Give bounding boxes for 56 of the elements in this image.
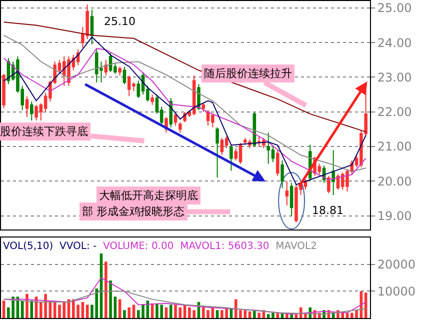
annotation: 部 形成金鸡报晓形态 (82, 205, 184, 218)
candlestick (30, 100, 34, 122)
candlestick (280, 160, 284, 189)
candlestick (230, 144, 233, 172)
y-tick-label: 19.00 (377, 208, 412, 223)
text: MAVOL2 (276, 241, 317, 252)
y-tick-label: 20.00 (377, 174, 412, 188)
candlestick (178, 122, 182, 134)
candlestick (90, 9, 94, 45)
y-tick-label: 24.00 (377, 36, 412, 50)
text: MAVOL1: 5603.30 (180, 241, 270, 252)
annotation: 大幅低开高走探明底 (99, 189, 198, 202)
candlestick (174, 113, 178, 126)
candlestick (150, 94, 154, 106)
line-series (3, 290, 366, 315)
candlestick (276, 149, 280, 176)
y-tick-label: 23.00 (377, 70, 412, 84)
bar (128, 307, 130, 318)
bar (86, 304, 89, 318)
candlestick (202, 102, 206, 112)
annotation: 25.10 (104, 15, 136, 28)
bar (114, 296, 117, 318)
bar (2, 300, 6, 318)
candlestick (216, 126, 219, 178)
y-tick-label: 20000 (377, 257, 416, 272)
bar (169, 304, 172, 318)
candlestick (332, 149, 335, 196)
y-tick-label: 21.00 (377, 140, 412, 154)
bar (26, 294, 28, 318)
bar (104, 262, 108, 318)
candlestick (285, 180, 289, 206)
bar (258, 312, 260, 318)
candlestick (2, 73, 6, 109)
bar (132, 304, 136, 318)
bar (276, 312, 280, 318)
y-tick-label: 10000 (377, 284, 416, 298)
annotation: 随后股价连续拉升 (204, 67, 292, 80)
bar (123, 310, 126, 318)
candlestick (220, 137, 224, 156)
bar (30, 300, 34, 318)
annotation: 股价连续下跌寻底 (0, 125, 88, 138)
annotation: 18.81 (312, 204, 344, 217)
y-tick-label: 22.00 (377, 105, 412, 120)
bar (174, 304, 177, 318)
bar (109, 280, 112, 318)
candlestick (25, 96, 29, 118)
candlestick (290, 182, 294, 216)
candlestick (118, 66, 122, 76)
bar (272, 312, 274, 318)
candlestick (122, 66, 126, 85)
annotation: VVOL: - (60, 241, 98, 252)
annotation: VOL(5,10) (3, 241, 54, 252)
candlestick (104, 59, 108, 76)
y-tick-label: 25.00 (377, 1, 412, 16)
annotation: VOLUME: 0.00 (103, 241, 174, 252)
candlestick (327, 175, 330, 194)
